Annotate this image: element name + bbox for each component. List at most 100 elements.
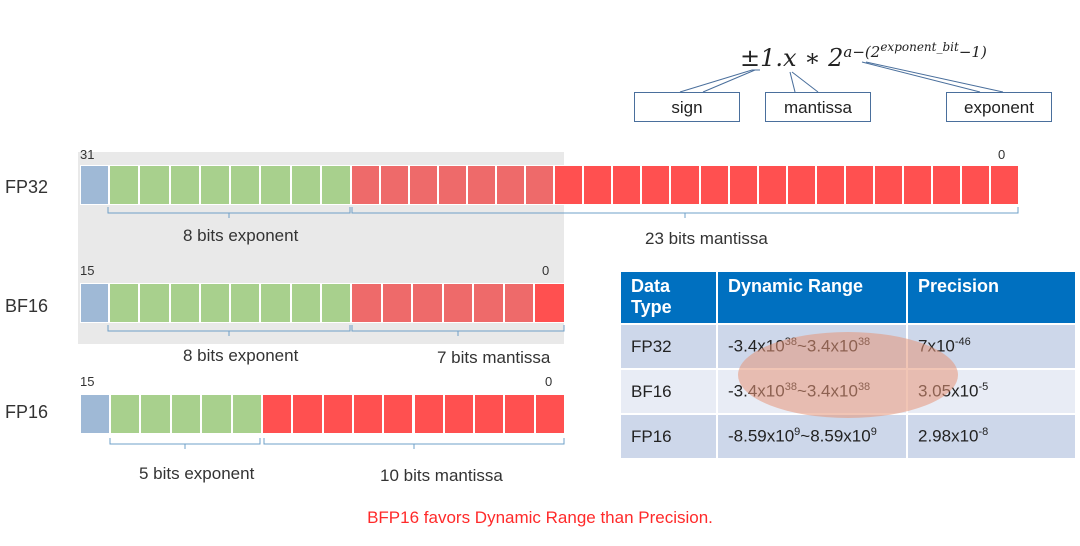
exponent-bit [170, 394, 202, 434]
mantissa-bit [583, 165, 613, 205]
exponent-bit [109, 165, 140, 205]
mantissa-bit [931, 165, 961, 205]
fp16-sign-bit [80, 394, 110, 434]
mantissa-bit [989, 165, 1019, 205]
fp16-msb: 15 [80, 374, 95, 389]
fp32-bit-row [80, 165, 1020, 207]
bf16-brackets [107, 325, 565, 336]
bf16-exp-brace [107, 325, 351, 336]
formula-sup-minus-one: −1) [958, 43, 987, 61]
exponent-bit [169, 283, 200, 323]
mantissa-bit [351, 283, 382, 323]
cell-type: FP16 [621, 413, 718, 458]
mantissa-bit [960, 165, 990, 205]
mantissa-bit [352, 394, 384, 434]
range-low: -3.4x10 [728, 336, 785, 356]
exponent-bit [199, 283, 230, 323]
fp32-brackets [107, 207, 1019, 218]
mantissa-bit [504, 394, 535, 434]
header-data-type: Data Type [621, 272, 718, 324]
fp32-mantissa-label: 23 bits mantissa [645, 229, 768, 248]
mantissa-bit [534, 283, 565, 323]
formula-mult-two: ∗ 2 [796, 44, 844, 72]
mantissa-bit [322, 394, 353, 434]
footer-note: BFP16 favors Dynamic Range than Precisio… [367, 508, 713, 527]
precision-exp: -8 [978, 426, 989, 439]
header-precision: Precision [907, 272, 1075, 324]
dynamic-range-table: Data Type Dynamic Range Precision FP32 -… [621, 272, 1075, 458]
mantissa-bit [786, 165, 816, 205]
range-low-exp: 38 [784, 381, 797, 394]
precision-exp: -5 [978, 381, 989, 394]
exponent-tag: exponent [946, 92, 1052, 122]
range-low: -3.4x10 [728, 381, 785, 401]
fp32-sign-bit [80, 165, 109, 205]
bf16-mantissa-label: 7 bits mantissa [437, 348, 551, 367]
fp32-man-brace [351, 207, 1019, 218]
table-row: BF16 -3.4x1038~3.4x1038 3.05x10-5 [621, 368, 1075, 414]
cell-range: -8.59x109~8.59x109 [717, 413, 908, 458]
bf16-exponent-label: 8 bits exponent [183, 346, 299, 365]
exponent-bit [230, 165, 261, 205]
fp32-exp-brace [107, 207, 351, 218]
table-row: FP32 -3.4x1038~3.4x1038 7x10-46 [621, 323, 1075, 369]
exponent-bit [290, 165, 321, 205]
mantissa-bit [474, 394, 505, 434]
formula: ±1.x ∗ 2a−(2exponent_bit−1) [740, 40, 987, 72]
range-low: -8.59x10 [728, 426, 795, 446]
range-high: ~3.4x10 [796, 381, 858, 401]
mantissa-bit [473, 283, 504, 323]
mantissa-bit [670, 165, 700, 205]
exponent-bit [139, 165, 170, 205]
exponent-bit [199, 165, 230, 205]
cell-type: FP32 [621, 323, 718, 369]
mantissa-bit [438, 165, 468, 205]
mantissa-callout-line [789, 71, 796, 93]
cell-range: -3.4x1038~3.4x1038 [717, 323, 908, 369]
sign-callout-line [679, 69, 760, 93]
mantissa-bit [292, 394, 323, 434]
exponent-bit [139, 283, 170, 323]
exponent-bit [260, 283, 291, 323]
range-high: ~8.59x10 [800, 426, 871, 446]
mantissa-bit [409, 165, 439, 205]
mantissa-bit [844, 165, 874, 205]
precision-exp: -46 [954, 336, 971, 349]
mantissa-bit [413, 394, 444, 434]
mantissa-bit [383, 394, 414, 434]
fp16-brackets [109, 438, 565, 449]
fp16-label: FP16 [5, 402, 49, 422]
mantissa-bit [757, 165, 787, 205]
mantissa-bit [873, 165, 903, 205]
formula-pm-one: ±1. [740, 44, 784, 72]
exponent-bit [110, 394, 141, 434]
mantissa-tag: mantissa [765, 92, 871, 122]
range-low-exp: 38 [784, 336, 797, 349]
cell-precision: 3.05x10-5 [907, 368, 1075, 414]
mantissa-bit [612, 165, 642, 205]
bf16-label: BF16 [5, 296, 49, 316]
fp32-msb: 31 [80, 147, 95, 162]
fp32-exponent-label: 8 bits exponent [183, 226, 299, 245]
exponent-bit [320, 165, 351, 205]
mantissa-bit [503, 283, 535, 323]
exponent-bit [320, 283, 351, 323]
mantissa-bit [728, 165, 758, 205]
sign-tag: sign [634, 92, 740, 122]
fp16-bit-row [80, 394, 566, 436]
exponent-bit [230, 283, 261, 323]
range-high-exp: 38 [857, 381, 871, 394]
fp32-label: FP32 [5, 177, 49, 197]
mantissa-bit [902, 165, 932, 205]
mantissa-bit [534, 394, 565, 434]
formula-sup-a: a−(2 [843, 43, 881, 61]
mantissa-bit [641, 165, 671, 205]
header-dynamic-range: Dynamic Range [717, 272, 908, 324]
mantissa-bit [467, 165, 497, 205]
range-high-exp: 9 [870, 426, 877, 439]
exponent-bit [260, 165, 291, 205]
mantissa-bit [554, 165, 584, 205]
mantissa-bit [443, 394, 475, 434]
mantissa-bit [381, 283, 413, 323]
range-high-exp: 38 [857, 336, 871, 349]
